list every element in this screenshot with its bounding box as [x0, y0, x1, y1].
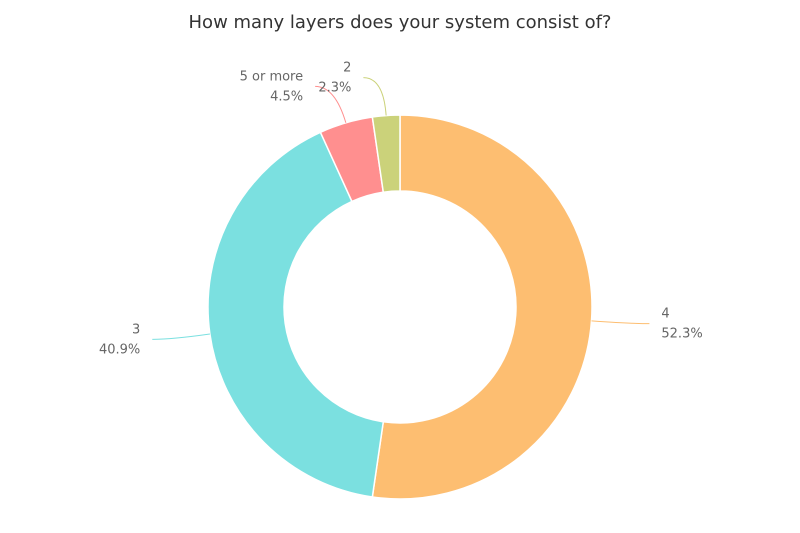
- slice-label: 5 or more: [240, 69, 304, 84]
- donut-slice: [207, 131, 385, 498]
- slice-value-label: 4.5%: [270, 89, 303, 104]
- slice-label: 4: [661, 307, 669, 322]
- slice-value-label: 2.3%: [318, 81, 351, 96]
- slice-value-label: 40.9%: [99, 342, 140, 357]
- leader-line: [315, 85, 347, 123]
- slice-value-label: 52.3%: [661, 327, 702, 342]
- leader-line: [363, 77, 387, 116]
- slice-label: 2: [343, 61, 351, 76]
- chart-title: How many layers does your system consist…: [189, 12, 612, 33]
- slice-label: 3: [132, 322, 140, 337]
- donut-slice: [371, 114, 593, 500]
- leader-line: [152, 333, 210, 340]
- donut-slice: [371, 114, 401, 194]
- leader-line: [591, 320, 650, 325]
